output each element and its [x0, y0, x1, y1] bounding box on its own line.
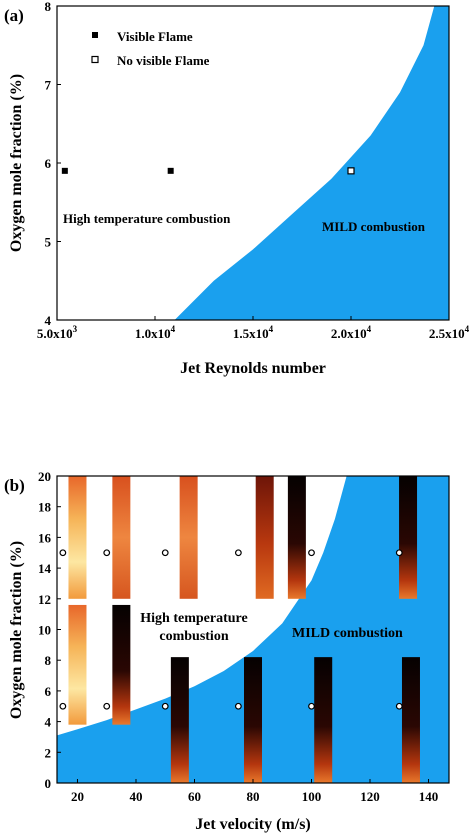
point-test-condition — [161, 549, 169, 557]
point-test-condition — [103, 549, 111, 557]
point-test-condition — [308, 549, 315, 557]
x-tick-label-b: 40 — [129, 789, 142, 804]
y-tick-label-b: 8 — [45, 653, 52, 668]
panel-b: 20 40 60 80 100 120 140 0 2 4 6 8 10 12 14 16 18 20 (b) H… — [4, 469, 450, 833]
point-test-condition — [59, 702, 67, 710]
point-no-visible-flame — [347, 167, 355, 175]
x-tick-label-b: 60 — [188, 789, 201, 804]
x-tick-label-a: 1.5x104 — [233, 324, 274, 341]
legend-label-visible-flame: Visible Flame — [117, 29, 193, 44]
legend-marker-visible-flame — [92, 32, 98, 38]
mild-region-b — [57, 476, 449, 783]
point-test-condition — [103, 702, 111, 710]
point-visible-flame — [61, 167, 68, 174]
flame-image — [399, 476, 418, 599]
flame-image — [287, 476, 306, 599]
y-tick-label-b: 0 — [45, 776, 52, 791]
x-tick-label-b: 80 — [247, 789, 260, 804]
flame-image — [401, 657, 420, 783]
y-tick-label-a: 6 — [45, 156, 52, 171]
point-visible-flame — [167, 167, 174, 174]
flame-image — [112, 476, 131, 599]
point-test-condition — [59, 549, 67, 557]
x-tick-label-a: 2.0x104 — [331, 324, 372, 341]
x-tick-label-b: 100 — [302, 789, 322, 804]
x-tick-label-a: 5.0x103 — [37, 324, 78, 341]
y-tick-label-a: 7 — [45, 78, 52, 93]
mild-region-a — [174, 6, 449, 320]
flame-image — [170, 657, 189, 783]
point-test-condition — [234, 549, 242, 557]
annotation-mild-a: MILD combustion — [322, 219, 426, 234]
flame-image — [314, 657, 333, 783]
flame-image — [68, 604, 87, 725]
point-test-condition — [161, 702, 169, 710]
annotation-mild-b: MILD combustion — [292, 626, 403, 641]
y-tick-label-b: 10 — [38, 623, 51, 638]
point-test-condition — [395, 702, 403, 710]
y-axis-label-a: Oxygen mole fraction (%) — [8, 74, 25, 252]
annotation-high-temp-b-line1: High temperature — [140, 611, 247, 626]
flame-image — [179, 476, 198, 599]
flame-image — [68, 476, 87, 599]
legend-label-no-visible-flame: No visible Flame — [117, 53, 210, 68]
y-tick-label-b: 16 — [38, 530, 52, 545]
y-axis-label-b: Oxygen mole fraction (%) — [8, 541, 25, 719]
annotation-high-temp-b-line2: combustion — [159, 629, 228, 644]
x-tick-label-b: 20 — [71, 789, 84, 804]
point-test-condition — [308, 702, 315, 710]
legend-marker-no-visible-flame — [91, 55, 99, 64]
y-tick-label-b: 4 — [45, 715, 52, 730]
panel-label-a: (a) — [4, 6, 24, 25]
point-test-condition — [234, 702, 242, 710]
panel-a: 5.0x103 1.0x104 1.5x104 2.0x104 2.5x104 4 5 6 7 8… — [4, 0, 470, 377]
legend-a: Visible Flame No visible Flame — [91, 29, 210, 68]
y-tick-label-b: 6 — [45, 684, 52, 699]
y-tick-label-b: 20 — [38, 469, 51, 484]
annotation-high-temp-a: High temperature combustion — [63, 211, 231, 226]
y-tick-label-b: 14 — [38, 561, 52, 576]
flame-image — [255, 476, 274, 599]
x-axis-label-a: Jet Reynolds number — [180, 360, 326, 377]
panel-label-b: (b) — [4, 476, 25, 495]
point-test-condition — [395, 549, 403, 557]
y-tick-label-b: 18 — [38, 500, 52, 515]
flame-image — [244, 657, 262, 783]
y-tick-label-b: 2 — [45, 745, 52, 760]
y-tick-label-a: 4 — [45, 313, 52, 328]
x-tick-label-a: 2.5x104 — [429, 324, 470, 341]
x-tick-label-a: 1.0x104 — [135, 324, 176, 341]
y-tick-label-a: 8 — [45, 0, 52, 14]
flame-image — [112, 604, 131, 725]
y-tick-label-a: 5 — [45, 235, 52, 250]
x-tick-label-b: 120 — [360, 789, 380, 804]
x-axis-label-b: Jet velocity (m/s) — [195, 816, 311, 833]
y-tick-label-b: 12 — [38, 592, 51, 607]
x-tick-label-b: 140 — [419, 789, 439, 804]
